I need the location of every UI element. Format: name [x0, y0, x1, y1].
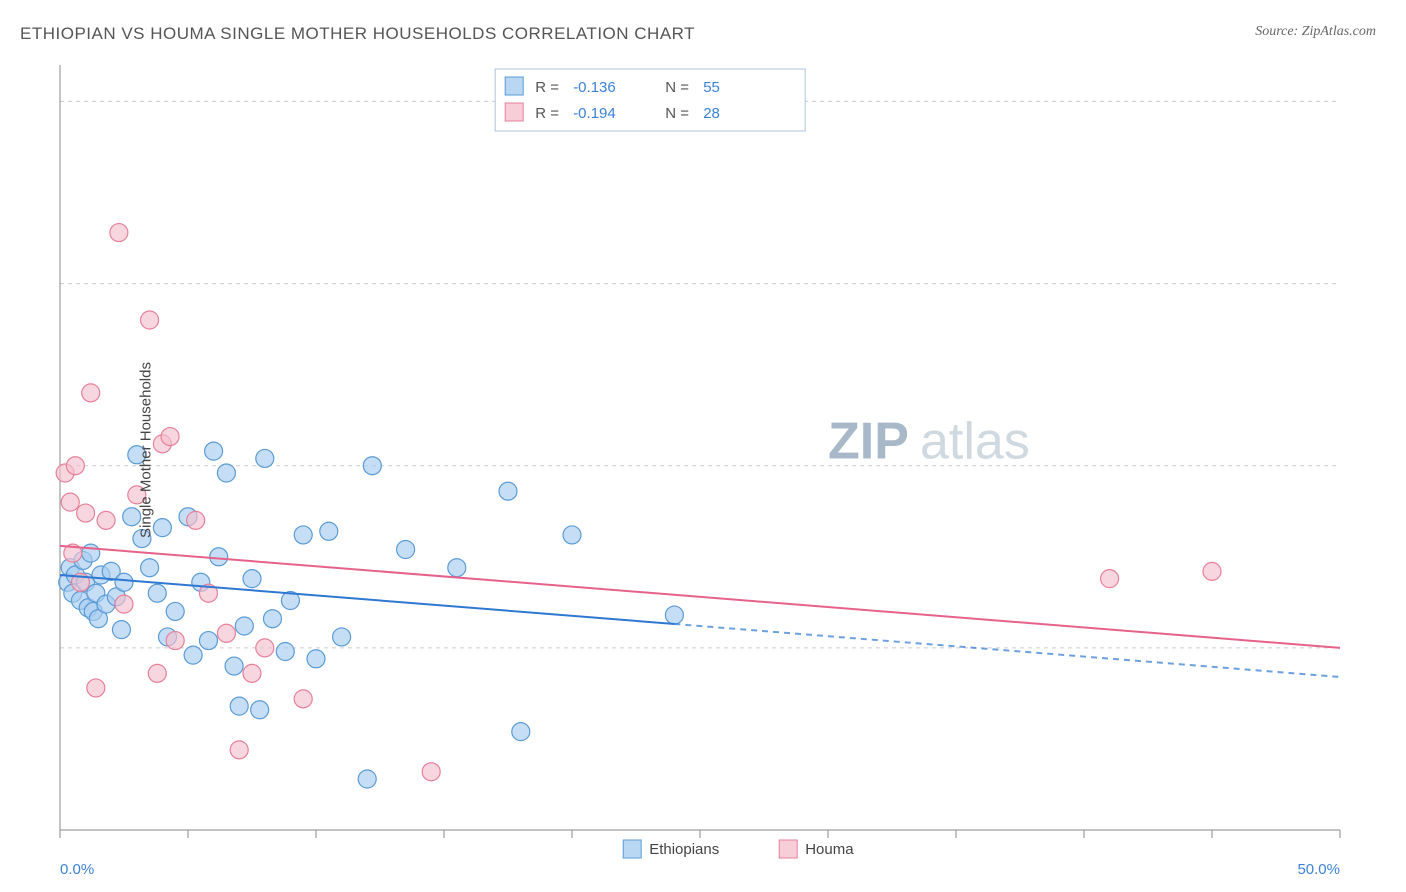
data-point [363, 457, 381, 475]
data-point [256, 449, 274, 467]
stats-n-label: N = [665, 105, 689, 122]
y-axis-label: Single Mother Households [137, 362, 154, 538]
chart-container: Single Mother Households ZIPatlas0.0%50.… [50, 60, 1350, 840]
chart-title: ETHIOPIAN VS HOUMA SINGLE MOTHER HOUSEHO… [20, 24, 695, 44]
data-point [230, 697, 248, 715]
stats-r-label: R = [535, 105, 559, 122]
data-point [1203, 562, 1221, 580]
stats-n-label: N = [665, 79, 689, 96]
data-point [82, 384, 100, 402]
data-point [210, 548, 228, 566]
bottom-legend-swatch [623, 840, 641, 858]
data-point [1101, 570, 1119, 588]
watermark: ZIPatlas [828, 412, 1030, 470]
stats-r-label: R = [535, 79, 559, 96]
data-point [397, 541, 415, 559]
data-point [66, 457, 84, 475]
data-point [148, 584, 166, 602]
data-point [112, 621, 130, 639]
data-point [276, 643, 294, 661]
stats-n-value: 28 [703, 105, 720, 122]
data-point [235, 617, 253, 635]
data-point [294, 526, 312, 544]
data-point [61, 493, 79, 511]
data-point [256, 639, 274, 657]
data-point [307, 650, 325, 668]
stats-n-value: 55 [703, 79, 720, 96]
trend-line-dashed-ethiopians [674, 624, 1340, 677]
data-point [225, 657, 243, 675]
data-point [166, 632, 184, 650]
data-point [161, 428, 179, 446]
stats-r-value: -0.136 [573, 79, 616, 96]
trend-line-houma [60, 546, 1340, 648]
data-point [665, 606, 683, 624]
data-point [166, 602, 184, 620]
data-point [563, 526, 581, 544]
data-point [263, 610, 281, 628]
data-point [294, 690, 312, 708]
series-houma [56, 224, 1221, 781]
data-point [251, 701, 269, 719]
data-point [97, 511, 115, 529]
data-point [358, 770, 376, 788]
data-point [243, 664, 261, 682]
data-point [499, 482, 517, 500]
data-point [512, 723, 530, 741]
data-point [217, 624, 235, 642]
data-point [110, 224, 128, 242]
stats-r-value: -0.194 [573, 105, 616, 122]
bottom-legend-label: Houma [805, 841, 854, 858]
data-point [205, 442, 223, 460]
svg-text:atlas: atlas [920, 412, 1030, 470]
data-point [153, 519, 171, 537]
legend-swatch [505, 103, 523, 121]
x-axis-label: 0.0% [60, 861, 94, 878]
legend-swatch [505, 77, 523, 95]
data-point [184, 646, 202, 664]
data-point [115, 573, 133, 591]
data-point [141, 311, 159, 329]
scatter-chart-svg: ZIPatlas0.0%50.0%5.0%10.0%15.0%20.0%R =-… [50, 60, 1350, 880]
bottom-legend-label: Ethiopians [649, 841, 719, 858]
data-point [199, 632, 217, 650]
bottom-legend-swatch [779, 840, 797, 858]
data-point [333, 628, 351, 646]
data-point [320, 522, 338, 540]
svg-text:ZIP: ZIP [828, 412, 909, 470]
data-point [187, 511, 205, 529]
data-point [77, 504, 95, 522]
data-point [422, 763, 440, 781]
x-axis-label: 50.0% [1297, 861, 1340, 878]
data-point [148, 664, 166, 682]
data-point [115, 595, 133, 613]
data-point [141, 559, 159, 577]
source-attribution: Source: ZipAtlas.com [1255, 24, 1376, 40]
data-point [448, 559, 466, 577]
data-point [217, 464, 235, 482]
data-point [87, 679, 105, 697]
data-point [230, 741, 248, 759]
data-point [243, 570, 261, 588]
